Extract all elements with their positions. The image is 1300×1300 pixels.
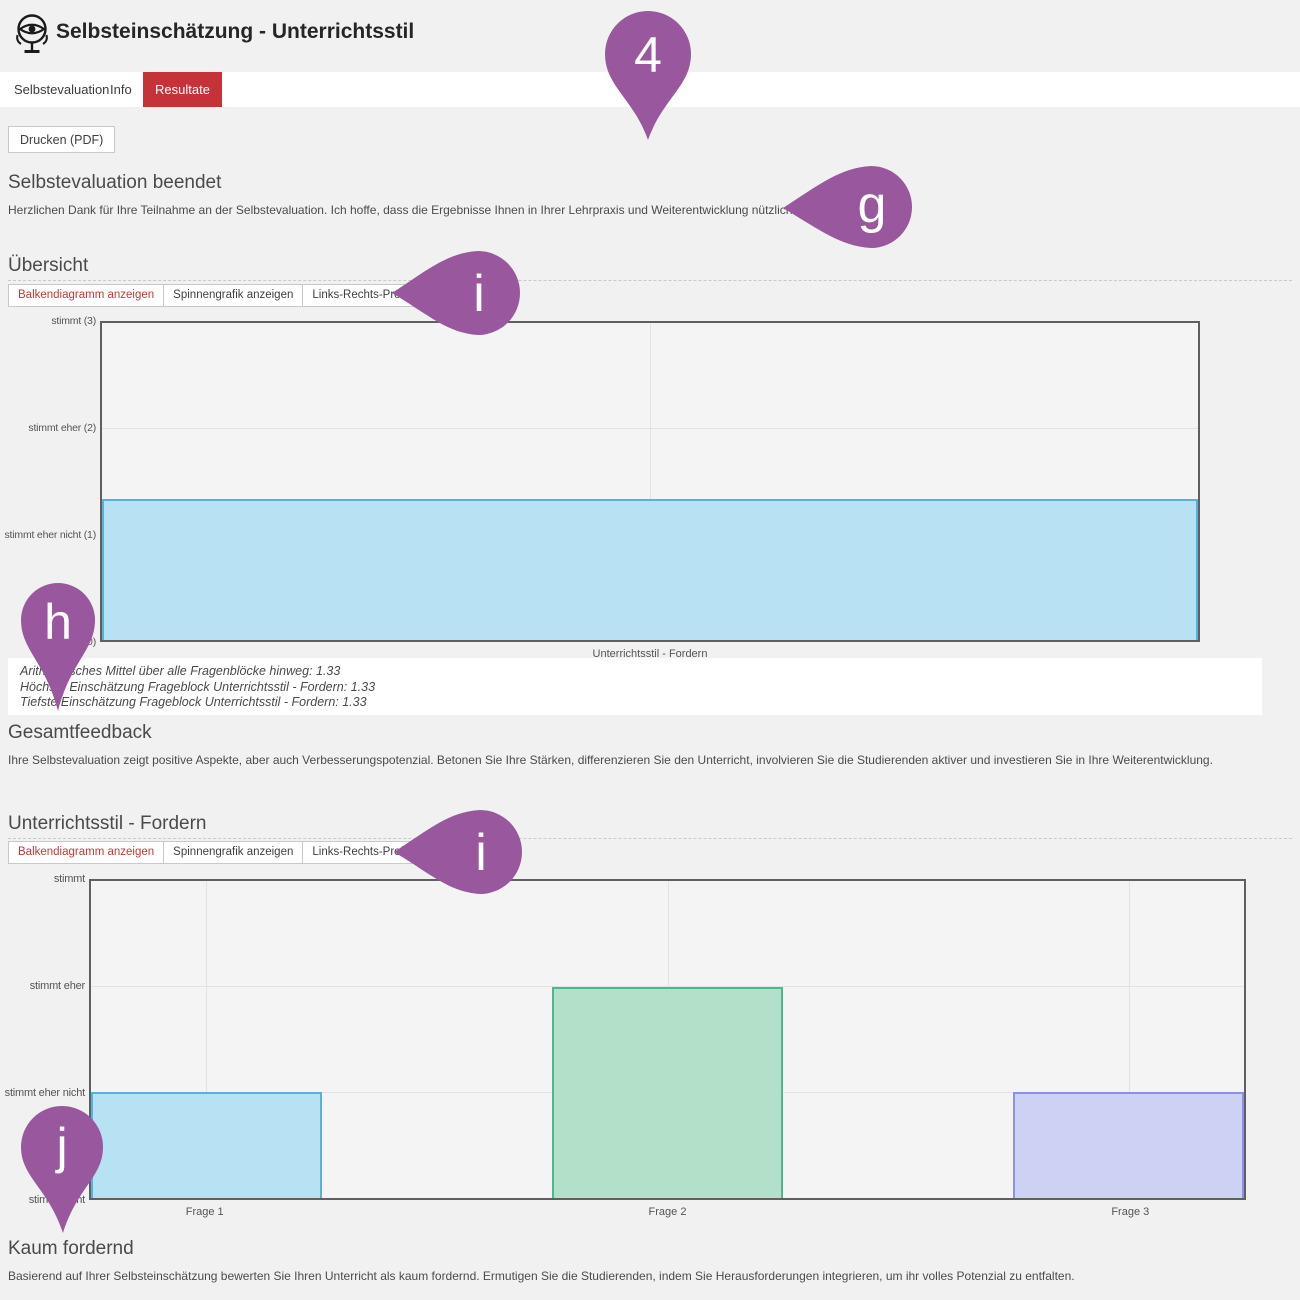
x-tick-label: Frage 1 xyxy=(185,1206,224,1218)
annotation-pin-4: 4 xyxy=(605,11,691,140)
overview-bar-chart: stimmt (3) stimmt eher (2) stimmt eher n… xyxy=(4,315,1292,663)
x-tick-label: Frage 2 xyxy=(648,1206,687,1218)
x-tick-label: Unterrichtsstil - Fordern xyxy=(592,648,708,660)
svg-text:g: g xyxy=(858,176,887,234)
block-heading: Unterrichtsstil - Fordern xyxy=(8,813,207,834)
plot-area xyxy=(100,321,1200,642)
annotation-pin-i-overview: i xyxy=(392,251,520,335)
stat-line: Tiefste Einschätzung Frageblock Unterric… xyxy=(20,695,367,709)
page-title: Selbsteinschätzung - Unterrichtsstil xyxy=(56,20,415,43)
x-axis-labels: Unterrichtsstil - Fordern xyxy=(100,648,1200,663)
stat-line: Arithmetisches Mittel über alle Fragenbl… xyxy=(20,664,341,678)
y-tick-label: stimmt (3) xyxy=(51,315,96,327)
svg-text:j: j xyxy=(54,1118,67,1174)
overall-feedback-text: Ihre Selbstevaluation zeigt positive Asp… xyxy=(8,753,1213,767)
gridline xyxy=(206,881,208,1198)
bar-unterrichtsstil-fordern xyxy=(102,499,1198,640)
eye-mirror-icon xyxy=(16,14,48,53)
annotation-pin-i-block: i xyxy=(394,810,522,894)
show-spider-chart-button[interactable]: Spinnengrafik anzeigen xyxy=(163,284,304,307)
annotation-pin-h: h xyxy=(21,583,95,711)
stat-line: Höchste Einschätzung Frageblock Unterric… xyxy=(20,679,376,694)
y-tick-label: stimmt eher (2) xyxy=(28,422,96,434)
bar-frage-1 xyxy=(91,1092,322,1198)
block-feedback-text: Basierend auf Ihrer Selbsteinschätzung b… xyxy=(8,1269,1075,1283)
svg-text:i: i xyxy=(473,265,485,323)
tab-info[interactable]: Info xyxy=(110,82,132,97)
tab-resultate[interactable]: Resultate xyxy=(143,72,222,107)
y-tick-label: stimmt xyxy=(53,873,85,885)
block-bar-chart: stimmt stimmt eher stimmt eher nicht sti… xyxy=(4,873,1292,1221)
statistics-box: Arithmetisches Mittel über alle Fragenbl… xyxy=(8,658,1262,715)
y-tick-label: stimmt eher xyxy=(29,980,85,992)
tab-selbstevaluation[interactable]: Selbstevaluation xyxy=(14,82,110,97)
section-divider xyxy=(8,838,1292,839)
overview-heading: Übersicht xyxy=(8,255,89,276)
overall-feedback-heading: Gesamtfeedback xyxy=(8,722,152,743)
bar-frage-2 xyxy=(552,986,783,1198)
y-tick-label: stimmt eher nicht xyxy=(4,1087,86,1099)
completion-heading: Selbstevaluation beendet xyxy=(8,172,222,193)
y-tick-label: stimmt eher nicht (1) xyxy=(4,529,97,541)
show-bar-chart-button[interactable]: Balkendiagramm anzeigen xyxy=(8,841,165,864)
block-feedback-heading: Kaum fordernd xyxy=(8,1238,134,1259)
print-pdf-button[interactable]: Drucken (PDF) xyxy=(8,126,116,153)
bar-frage-3 xyxy=(1013,1092,1244,1198)
gridline xyxy=(1128,881,1130,1198)
svg-text:4: 4 xyxy=(634,27,662,83)
annotation-pin-j: j xyxy=(21,1106,103,1233)
annotation-pin-g: g xyxy=(783,166,913,248)
section-divider xyxy=(8,280,1292,281)
plot-area xyxy=(89,879,1246,1200)
show-spider-chart-button[interactable]: Spinnengrafik anzeigen xyxy=(163,841,304,864)
completion-text: Herzlichen Dank für Ihre Teilnahme an de… xyxy=(8,203,822,217)
x-tick-label: Frage 3 xyxy=(1111,1206,1150,1218)
gridline xyxy=(650,323,651,640)
svg-text:h: h xyxy=(44,594,72,650)
svg-text:i: i xyxy=(475,824,487,882)
show-bar-chart-button[interactable]: Balkendiagramm anzeigen xyxy=(8,284,165,307)
x-axis-labels: Frage 1 Frage 2 Frage 3 xyxy=(89,1206,1246,1221)
